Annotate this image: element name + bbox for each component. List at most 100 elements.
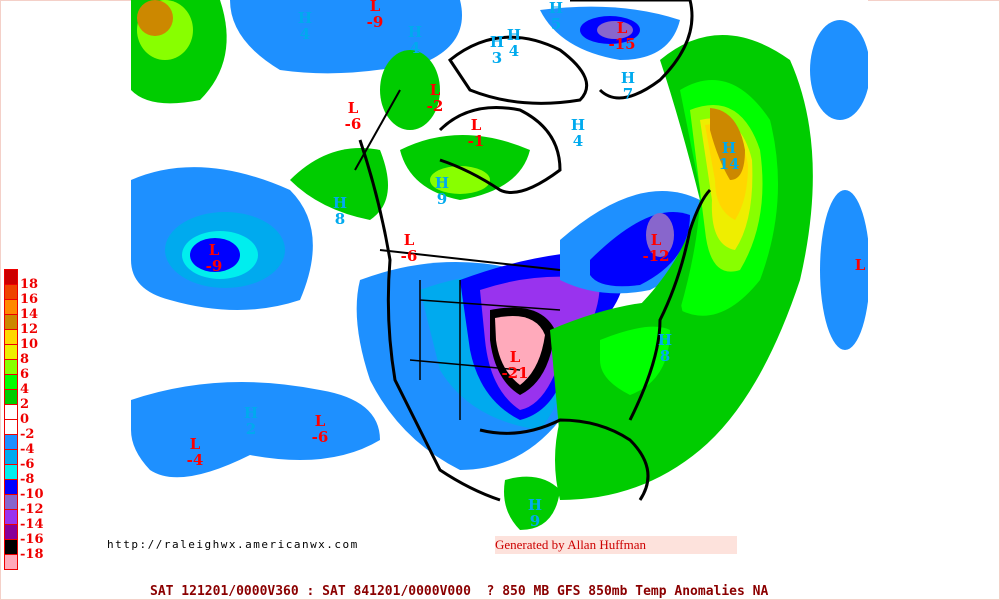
legend-swatch bbox=[4, 299, 18, 315]
center-value: -6 bbox=[345, 115, 362, 133]
center-value: 7 bbox=[623, 85, 633, 103]
center-value: 4 bbox=[573, 132, 583, 150]
legend-label: 10 bbox=[20, 337, 39, 352]
high-center: H8 bbox=[333, 194, 347, 228]
legend-label: -12 bbox=[20, 502, 44, 517]
legend-swatch bbox=[4, 314, 18, 330]
center-value: -9 bbox=[367, 13, 384, 31]
legend-swatch bbox=[4, 494, 18, 510]
center-letter: L bbox=[617, 19, 628, 37]
low-center: L bbox=[855, 256, 866, 274]
legend-label: -4 bbox=[20, 442, 35, 457]
legend-label: -6 bbox=[20, 457, 35, 472]
legend-label: 12 bbox=[20, 322, 39, 337]
low-center: L-2 bbox=[427, 81, 444, 115]
center-value: -9 bbox=[206, 257, 223, 275]
center-letter: L bbox=[370, 0, 381, 15]
high-center: H5 bbox=[549, 0, 563, 33]
west-coastline bbox=[358, 139, 501, 502]
legend-swatch bbox=[4, 539, 18, 555]
hudson-bay bbox=[438, 106, 562, 194]
legend-label: -8 bbox=[20, 472, 35, 487]
legend-swatch bbox=[4, 404, 18, 420]
center-letter: L bbox=[430, 81, 441, 99]
center-value: 9 bbox=[437, 190, 447, 208]
high-center: H2 bbox=[244, 404, 258, 438]
center-letter: L bbox=[348, 99, 359, 117]
center-value: 8 bbox=[660, 347, 670, 365]
legend-swatch bbox=[4, 419, 18, 435]
legend-label: -16 bbox=[20, 532, 44, 547]
center-letter: H bbox=[658, 331, 672, 349]
field-plus12-alaska bbox=[137, 0, 173, 36]
low-center: L-15 bbox=[608, 19, 635, 53]
low-center: L-6 bbox=[345, 99, 362, 133]
legend-swatch bbox=[4, 359, 18, 375]
center-letter: H bbox=[571, 116, 585, 134]
center-value: -6 bbox=[312, 428, 329, 446]
low-center: L-4 bbox=[187, 435, 204, 469]
center-letter: L bbox=[209, 241, 220, 259]
source-url: http://raleighwx.americanwx.com bbox=[107, 538, 359, 551]
low-center: L-9 bbox=[367, 0, 384, 31]
legend-label: -10 bbox=[20, 487, 44, 502]
center-value: 4 bbox=[410, 39, 420, 57]
field-minus4-east-atlantic bbox=[820, 190, 868, 350]
center-value: 4 bbox=[509, 42, 519, 60]
center-value: -21 bbox=[501, 364, 528, 382]
legend-swatch bbox=[4, 389, 18, 405]
low-center: L-1 bbox=[468, 116, 485, 150]
center-letter: L bbox=[315, 412, 326, 430]
low-center: L-6 bbox=[312, 412, 329, 446]
center-value: 4 bbox=[300, 25, 310, 43]
legend-swatch bbox=[4, 284, 18, 300]
legend-label: 4 bbox=[20, 382, 30, 397]
field-minus4-ne-corner bbox=[810, 20, 868, 120]
field-plus2-canada bbox=[290, 148, 388, 220]
coastlines-and-borders bbox=[354, 0, 712, 502]
us-canada-border bbox=[379, 249, 561, 271]
field-plus2-mexico bbox=[504, 476, 560, 530]
field-minus12-greenland bbox=[597, 21, 633, 39]
low-center: L-12 bbox=[642, 231, 669, 265]
legend-label: 14 bbox=[20, 307, 39, 322]
center-value: 2 bbox=[246, 420, 256, 438]
center-letter: H bbox=[244, 404, 258, 422]
high-center: H9 bbox=[528, 496, 542, 530]
center-letter: L bbox=[404, 231, 415, 249]
center-letter: H bbox=[722, 139, 736, 157]
color-legend: 18 16 14 12 10 8 6 4 2 0 -2 -4 -6 -8 -10 -12 -14 -16 -18 bbox=[4, 269, 64, 574]
legend-swatch bbox=[4, 434, 18, 450]
center-value: 5 bbox=[551, 15, 561, 33]
field-minus4-subtropic bbox=[131, 382, 380, 478]
center-value: -1 bbox=[468, 132, 485, 150]
legend-swatch bbox=[4, 464, 18, 480]
center-letter: L bbox=[855, 256, 866, 274]
center-value: 8 bbox=[335, 210, 345, 228]
center-letter: L bbox=[471, 116, 482, 134]
center-letter: L bbox=[510, 348, 521, 366]
center-letter: H bbox=[549, 0, 563, 17]
high-center: H8 bbox=[658, 331, 672, 365]
field-plus2-arctic bbox=[380, 50, 440, 130]
center-letter: H bbox=[333, 194, 347, 212]
legend-swatch bbox=[4, 509, 18, 525]
legend-label: 6 bbox=[20, 367, 30, 382]
legend-swatch bbox=[4, 374, 18, 390]
low-center: L-6 bbox=[401, 231, 418, 265]
center-letter: L bbox=[190, 435, 201, 453]
legend-label: 2 bbox=[20, 397, 30, 412]
low-center: L-21 bbox=[501, 348, 528, 382]
center-value: -15 bbox=[608, 35, 635, 53]
center-value: -6 bbox=[401, 247, 418, 265]
legend-label: -14 bbox=[20, 517, 44, 532]
high-center: H4 bbox=[408, 23, 422, 57]
center-letter: H bbox=[490, 33, 504, 51]
high-center: H4 bbox=[298, 9, 312, 43]
center-value: -2 bbox=[427, 97, 444, 115]
legend-swatch bbox=[4, 554, 18, 570]
legend-swatch bbox=[4, 524, 18, 540]
greenland-coast bbox=[570, 0, 694, 100]
